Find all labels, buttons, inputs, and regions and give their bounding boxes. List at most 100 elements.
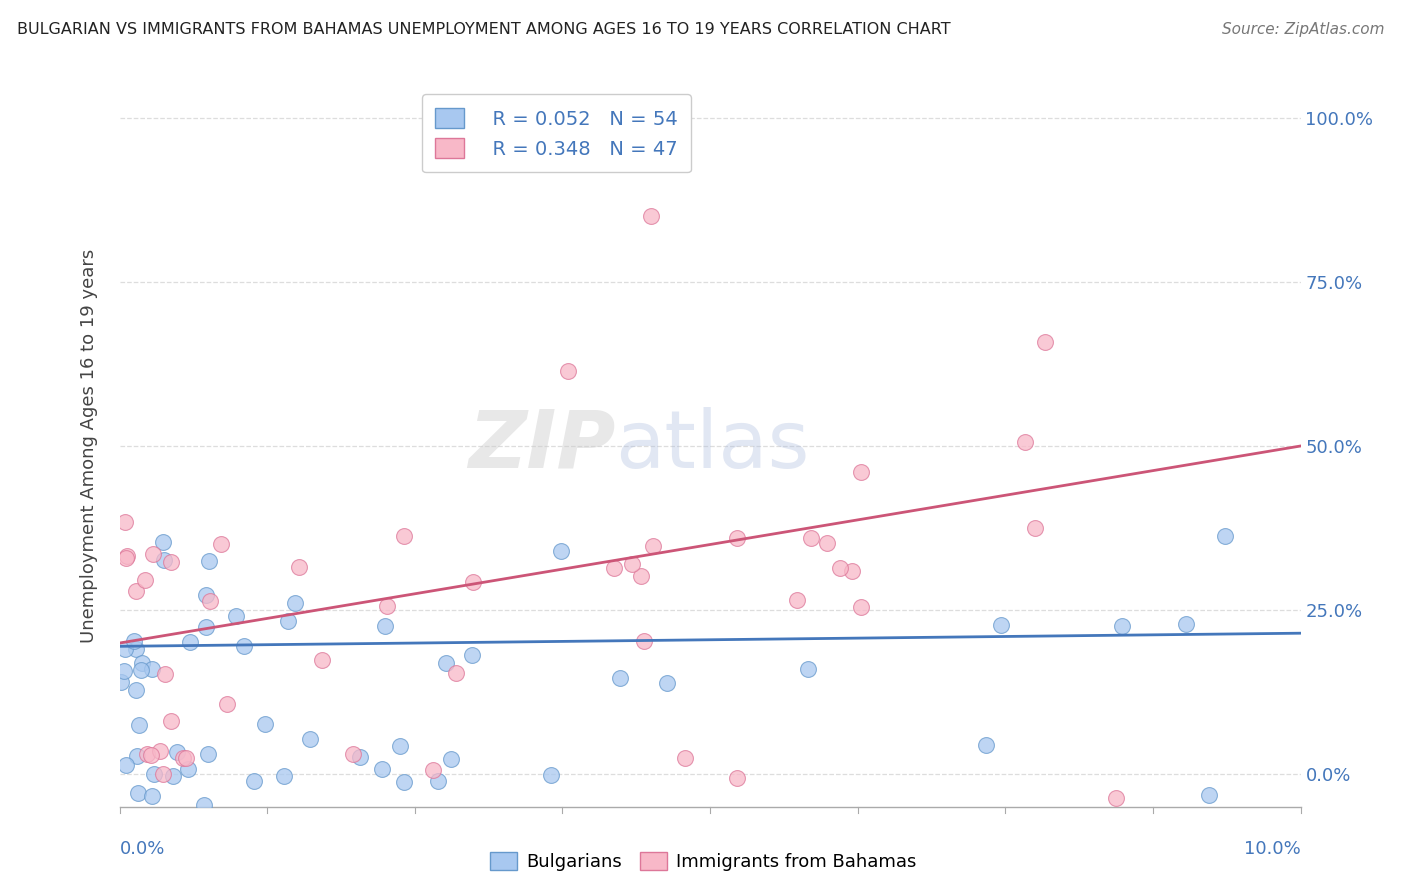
Point <box>439 752 461 766</box>
Point <box>1111 618 1133 632</box>
Point <box>162 769 184 783</box>
Point <box>800 532 823 546</box>
Point <box>200 594 222 608</box>
Point <box>797 662 820 676</box>
Point <box>115 758 138 772</box>
Point <box>392 529 415 543</box>
Point <box>172 750 194 764</box>
Point <box>197 747 219 761</box>
Point <box>1105 791 1128 805</box>
Point <box>392 774 415 789</box>
Point <box>603 561 626 575</box>
Point <box>374 619 396 633</box>
Point <box>129 663 152 677</box>
Point <box>115 551 138 566</box>
Point <box>160 714 183 729</box>
Point <box>112 664 135 678</box>
Point <box>277 614 299 628</box>
Point <box>1033 334 1056 349</box>
Point <box>657 675 679 690</box>
Point <box>174 751 197 765</box>
Point <box>540 767 562 781</box>
Point <box>134 573 156 587</box>
Point <box>298 732 321 747</box>
Point <box>550 544 572 558</box>
Point <box>141 789 163 803</box>
Point <box>110 675 132 690</box>
Point <box>673 751 696 765</box>
Point <box>243 774 266 789</box>
Legend:   R = 0.052   N = 54,   R = 0.348   N = 47: R = 0.052 N = 54, R = 0.348 N = 47 <box>422 95 692 172</box>
Point <box>284 596 307 610</box>
Point <box>152 767 174 781</box>
Point <box>117 549 139 564</box>
Text: Source: ZipAtlas.com: Source: ZipAtlas.com <box>1222 22 1385 37</box>
Point <box>621 557 644 571</box>
Point <box>630 568 652 582</box>
Point <box>434 656 457 670</box>
Point <box>166 745 188 759</box>
Text: 10.0%: 10.0% <box>1244 840 1301 858</box>
Point <box>725 531 748 545</box>
Point <box>225 609 247 624</box>
Point <box>253 716 276 731</box>
Point <box>125 583 148 598</box>
Point <box>1024 521 1046 535</box>
Text: 0.0%: 0.0% <box>120 840 165 858</box>
Point <box>815 536 838 550</box>
Point <box>389 739 412 753</box>
Point <box>127 786 149 800</box>
Point <box>427 773 450 788</box>
Point <box>557 364 579 378</box>
Point <box>198 554 221 568</box>
Y-axis label: Unemployment Among Ages 16 to 19 years: Unemployment Among Ages 16 to 19 years <box>80 249 98 643</box>
Point <box>725 771 748 785</box>
Point <box>194 620 217 634</box>
Point <box>643 539 665 553</box>
Point <box>141 748 163 763</box>
Point <box>136 747 159 761</box>
Point <box>422 763 444 777</box>
Point <box>976 739 998 753</box>
Point <box>177 762 200 776</box>
Text: BULGARIAN VS IMMIGRANTS FROM BAHAMAS UNEMPLOYMENT AMONG AGES 16 TO 19 YEARS CORR: BULGARIAN VS IMMIGRANTS FROM BAHAMAS UNE… <box>17 22 950 37</box>
Point <box>153 667 176 681</box>
Point <box>370 762 392 776</box>
Point <box>849 599 872 614</box>
Point <box>460 648 482 662</box>
Point <box>142 766 165 780</box>
Point <box>273 769 295 783</box>
Point <box>114 642 136 657</box>
Point <box>990 618 1012 632</box>
Point <box>124 641 146 656</box>
Point <box>153 553 176 567</box>
Point <box>232 639 254 653</box>
Point <box>349 750 371 764</box>
Point <box>633 634 655 648</box>
Point <box>195 588 218 602</box>
Point <box>640 209 662 223</box>
Point <box>209 537 232 551</box>
Point <box>288 559 311 574</box>
Legend: Bulgarians, Immigrants from Bahamas: Bulgarians, Immigrants from Bahamas <box>482 845 924 879</box>
Point <box>124 683 146 698</box>
Point <box>128 718 150 732</box>
Point <box>149 744 172 758</box>
Point <box>160 555 183 569</box>
Point <box>830 560 852 574</box>
Text: atlas: atlas <box>616 407 810 485</box>
Point <box>849 466 872 480</box>
Point <box>152 535 174 549</box>
Point <box>786 592 808 607</box>
Point <box>131 656 153 670</box>
Point <box>1174 617 1197 632</box>
Point <box>193 797 215 812</box>
Point <box>609 671 631 685</box>
Point <box>342 747 364 762</box>
Point <box>127 748 149 763</box>
Point <box>463 574 485 589</box>
Point <box>311 653 333 667</box>
Text: ZIP: ZIP <box>468 407 616 485</box>
Point <box>375 599 398 613</box>
Point <box>114 516 136 530</box>
